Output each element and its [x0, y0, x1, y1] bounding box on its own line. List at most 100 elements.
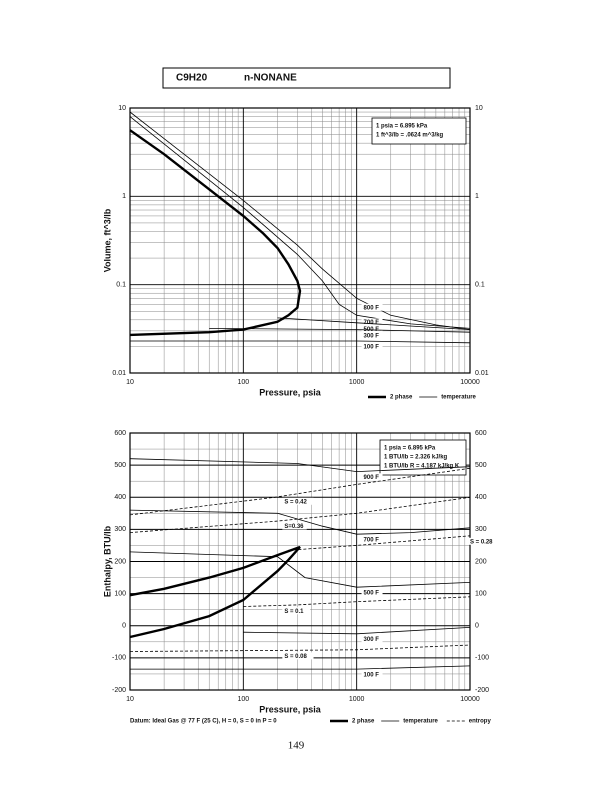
y-axis-label: Enthalpy, BTU/lb: [102, 525, 112, 597]
legend-label: temperature: [403, 719, 438, 725]
curve: [243, 596, 471, 607]
label-bg: [361, 473, 383, 481]
x-axis-label: Pressure, psia: [259, 704, 322, 714]
curve-label: 700 F: [364, 538, 380, 544]
label-bg: [282, 652, 314, 660]
label-bg: [361, 535, 383, 543]
curve-label: 900 F: [364, 475, 380, 481]
x-tick-label: 1000: [349, 379, 365, 386]
note: 1 psia = 6.895 kPa: [376, 124, 428, 130]
plot-frame: [129, 107, 471, 374]
note: 1 BTU/lb R = 4.187 kJ/kg K: [384, 464, 460, 470]
curve-label: 300 F: [364, 333, 380, 339]
curve-label: S = 0.08: [284, 654, 307, 660]
y-tick-label: 100: [114, 590, 126, 597]
y-tick-label: 0.01: [112, 370, 126, 377]
curve: [277, 317, 471, 330]
curve-label: 700 F: [364, 320, 380, 326]
x-tick-label: 100: [237, 379, 249, 386]
curve: [130, 665, 471, 670]
label-bg: [361, 670, 383, 678]
curve-label: S = 0.1: [284, 609, 304, 615]
curve: [129, 467, 471, 516]
y-tick-label: -200: [112, 687, 126, 694]
label-bg: [361, 588, 383, 596]
y-tick-label-right: 1: [475, 193, 479, 200]
label-bg: [361, 331, 383, 339]
note-box: [371, 117, 467, 145]
curve: [129, 496, 471, 533]
y-tick-label: 400: [114, 494, 126, 501]
y-tick-label-right: 0: [475, 623, 479, 630]
x-tick-label: 10000: [460, 379, 480, 386]
legend-label: entropy: [469, 719, 492, 725]
label-bg: [361, 318, 383, 326]
y-tick-label-right: 300: [475, 526, 487, 533]
curve: [288, 535, 471, 551]
y-tick-label: 1: [122, 193, 126, 200]
legend-label: temperature: [441, 395, 476, 401]
y-tick-label-right: 100: [475, 590, 487, 597]
y-tick-label-right: 400: [475, 494, 487, 501]
y-tick-label: -100: [112, 655, 126, 662]
y-tick-label: 0: [122, 623, 126, 630]
y-tick-label-right: 0.1: [475, 282, 485, 289]
legend-label: 2 phase: [390, 395, 413, 401]
x-tick-label: 1000: [349, 696, 365, 703]
label-bg: [282, 607, 311, 615]
curve: [129, 545, 301, 639]
note: 1 psia = 6.895 kPa: [384, 446, 436, 452]
y-tick-label-right: -200: [475, 687, 489, 694]
y-axis-label: Volume, ft^3/lb: [102, 208, 112, 272]
note: 1 ft^3/lb = .0624 m^3/kg: [376, 133, 444, 139]
curve: [129, 129, 302, 337]
legend-label: 2 phase: [352, 719, 375, 725]
curve: [243, 627, 471, 635]
x-tick-label: 100: [237, 696, 249, 703]
label-bg: [468, 537, 500, 545]
y-tick-label: 600: [114, 430, 126, 437]
curve: [129, 644, 471, 652]
y-tick-label: 500: [114, 462, 126, 469]
curve-label: S = 0.28: [470, 539, 493, 545]
label-bg: [361, 303, 383, 311]
formula: C9H20: [176, 73, 208, 84]
x-tick-label: 10000: [460, 696, 480, 703]
curve: [129, 551, 471, 588]
y-tick-label: 0.1: [116, 282, 126, 289]
label-bg: [361, 635, 383, 643]
plot-frame: [129, 432, 471, 691]
curve-label: S=0.36: [284, 524, 304, 530]
label-bg: [361, 343, 383, 351]
x-tick-label: 10: [126, 696, 134, 703]
curve-label: 800 F: [364, 305, 380, 311]
curve: [130, 340, 471, 344]
curve-label: 100 F: [364, 673, 380, 679]
footnote: Datum: Ideal Gas @ 77 F (25 C), H = 0, S…: [130, 719, 277, 725]
x-axis-label: Pressure, psia: [259, 387, 322, 397]
y-tick-label-right: 600: [475, 430, 487, 437]
header-box: [162, 67, 451, 89]
y-tick-label-right: 200: [475, 558, 487, 565]
y-tick-label-right: 10: [475, 105, 483, 112]
label-bg: [282, 497, 314, 505]
y-tick-label-right: 500: [475, 462, 487, 469]
curve: [209, 328, 471, 333]
compound-name: n-NONANE: [244, 73, 297, 84]
y-tick-label: 200: [114, 558, 126, 565]
note: 1 BTU/lb = 2.326 kJ/kg: [384, 455, 448, 461]
y-tick-label-right: -100: [475, 655, 489, 662]
curve-label: 500 F: [364, 590, 380, 596]
label-bg: [282, 522, 307, 530]
y-tick-label: 10: [118, 105, 126, 112]
y-tick-label-right: 0.01: [475, 370, 489, 377]
curve: [129, 116, 471, 329]
curve-label: 100 F: [364, 345, 380, 351]
curve-label: 300 F: [364, 637, 380, 643]
y-tick-label: 300: [114, 526, 126, 533]
curve: [129, 111, 471, 330]
x-tick-label: 10: [126, 379, 134, 386]
curve-label: S = 0.42: [284, 499, 307, 505]
curve: [129, 458, 471, 473]
